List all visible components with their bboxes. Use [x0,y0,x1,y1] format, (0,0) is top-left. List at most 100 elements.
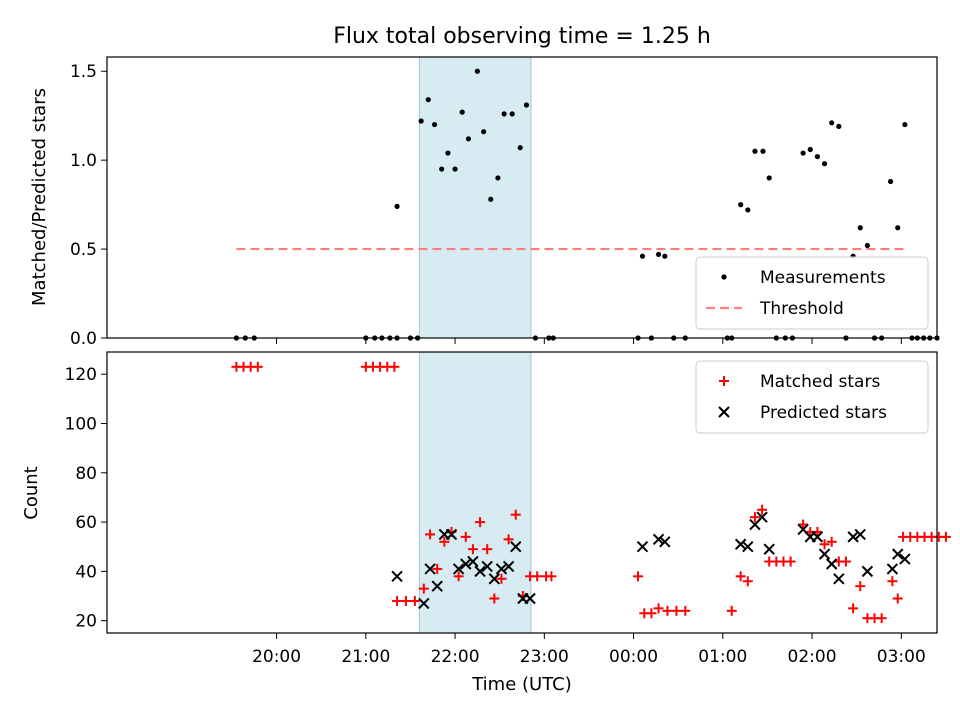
matched-stars-point [671,605,682,616]
measurements-point [465,136,472,142]
measurements-point [452,166,458,172]
top-panel: 0.0 0.5 1.0 1.5 Matched/Predicted stars Mea… [29,56,940,349]
bottom-ytick-label: 80 [75,464,97,484]
predicted-stars-point [488,573,501,585]
matched-stars-point [460,531,471,542]
measurements-point [439,166,445,172]
measurements-point [857,225,863,231]
measurements-point [655,251,662,258]
predicted-stars-point [636,541,649,553]
top-ytick-label: 0.5 [70,240,97,260]
predicted-stars-point [818,548,831,560]
legend-measurements-swatch [721,274,727,280]
xtick-label: 02:00 [788,647,837,667]
predicted-stars-point [481,560,493,573]
matched-stars-point [453,571,464,582]
matched-stars-point [757,504,768,515]
predicted-stars-point [445,528,458,541]
measurements-point [745,207,751,213]
predicted-stars-point [825,558,838,570]
top-ytick-label: 1.0 [70,151,97,171]
predicted-stars-point [524,592,536,605]
legend-measurements-label: Measurements [760,268,886,288]
measurements-point [829,120,835,126]
matched-stars-point [840,556,851,567]
top-legend-box [695,256,929,330]
matched-stars-point [400,595,411,606]
matched-stars-point [633,571,644,582]
predicted-stars-point [659,536,671,548]
matched-stars-point [489,593,500,604]
legend-predicted-stars-swatch [718,406,730,418]
legend-threshold-label: Threshold [759,299,844,319]
predicted-stars-point [847,531,859,543]
matched-stars-point [432,563,443,574]
bottom-ytick-label: 100 [65,414,97,434]
bottom-legend: Matched stars Predicted stars [695,360,929,434]
matched-stars-point [876,613,887,624]
measurements-point [523,102,530,108]
matched-stars-point [646,608,657,619]
xtick-label: 00:00 [609,647,658,667]
matched-stars-point [940,531,951,542]
matched-stars-point [892,593,903,604]
bottom-ytick-label: 120 [65,365,97,385]
predicted-stars-point [495,563,508,575]
legend-predicted-stars-label: Predicted stars [760,403,887,423]
measurements-point [459,109,465,115]
matched-stars-point [826,536,837,547]
x-axis-label: Time (UTC) [471,674,572,695]
predicted-stars-point [892,548,904,560]
predicted-stars-point [467,555,479,568]
legend-matched-stars-label: Matched stars [760,372,880,392]
predicted-stars-point [886,563,899,575]
matched-stars-point [546,571,557,582]
matched-stars-point [482,544,493,555]
predicted-stars-point [811,531,824,543]
matched-stars-point [819,539,830,550]
measurements-point [887,178,894,185]
measurements-point [418,118,424,124]
measurements-point [501,111,507,117]
matched-stars-point [510,509,521,520]
measurements-point [394,203,400,209]
top-y-axis-label: Matched/Predicted stars [29,88,50,306]
top-highlight-span [418,56,532,339]
xtick-label: 22:00 [431,647,480,667]
matched-stars-point [662,605,673,616]
top-plot-frame [106,56,938,339]
bottom-legend-box [695,360,929,434]
measurements-point [474,68,480,74]
measurements-point [821,161,828,167]
measurements-point [662,253,668,259]
predicted-stars-point [510,541,522,553]
measurements-point [738,202,744,208]
matched-stars-point [409,595,420,606]
matched-stars-point [425,529,436,540]
bottom-panel: 20 40 60 80 100 120 20:00 21:00 22:00 23:00 00:00… [21,351,951,667]
matched-stars-point [496,573,507,584]
measurements-point [760,148,766,154]
xtick-label: 01:00 [698,647,747,667]
measurements-point [639,253,646,259]
xtick-label: 03:00 [877,647,926,667]
matched-stars-point [735,571,746,582]
bottom-ytick-label: 20 [75,612,97,632]
matched-stars-point [848,603,859,614]
measurements-point [509,111,515,117]
matched-stars-point [785,556,796,567]
matched-stars-point [467,544,478,555]
matched-stars-point [749,512,760,523]
bottom-highlight-span [418,351,532,634]
matched-stars-point [475,517,486,528]
measurements-point [517,145,523,151]
measurements-point [766,175,772,181]
measurements-point [902,121,908,128]
predicted-stars-point [763,543,775,555]
bottom-ytick-label: 40 [75,562,97,582]
predicted-stars-point [854,528,866,541]
bottom-ytick-label: 60 [75,513,97,533]
chart-title: Flux total observing time = 1.25 h [333,24,711,49]
bottom-y-axis-label: Count [21,466,42,519]
bottom-plot-frame [106,351,938,634]
